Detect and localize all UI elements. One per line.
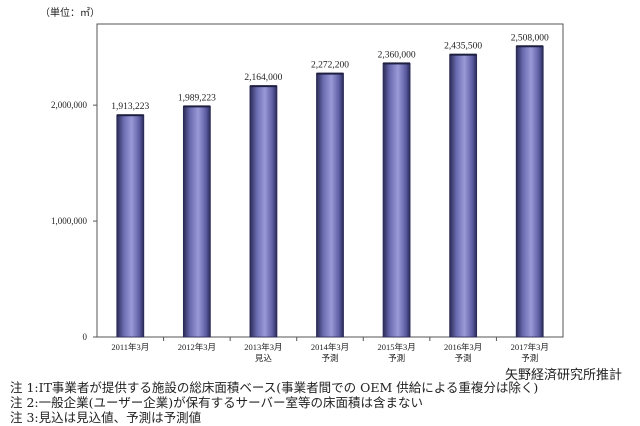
bar-top — [516, 45, 544, 48]
x-tick-label: 見込 — [255, 353, 273, 363]
data-label: 2,360,000 — [378, 50, 416, 60]
note-2: 注 2:一般企業(ユーザー企業)が保有するサーバー室等の床面積は含まない — [10, 395, 424, 410]
bar — [515, 45, 544, 338]
data-label: 1,913,223 — [111, 102, 149, 112]
bar-top — [249, 85, 277, 88]
source-label: 矢野経済研究所推計 — [504, 368, 622, 383]
x-tick-label: 2011年3月 — [111, 342, 149, 352]
bar-top — [316, 72, 344, 75]
bar-top — [383, 62, 411, 65]
x-tick-label: 予測 — [388, 353, 405, 363]
y-tick-label: 0 — [83, 332, 88, 342]
unit-label: （単位：㎡） — [40, 6, 100, 19]
bar — [316, 73, 344, 338]
bar — [116, 114, 145, 338]
x-tick-label: 2015年3月 — [377, 342, 415, 352]
x-tick-label: 2014年3月 — [311, 342, 349, 352]
bar-top — [449, 53, 477, 56]
data-label: 1,989,223 — [178, 93, 216, 103]
y-tick-label: 2,000,000 — [51, 100, 88, 110]
x-tick-label: 予測 — [521, 353, 538, 363]
x-tick-label: 2013年3月 — [244, 342, 282, 352]
data-label: 2,272,200 — [311, 61, 349, 71]
note-3: 注 3:見込は見込値、予測は予測値 — [10, 410, 202, 425]
note-1: 注 1:IT事業者が提供する施設の総床面積ベース(事業者間での OEM 供給によ… — [10, 380, 539, 395]
bar — [249, 85, 278, 338]
x-tick-label: 2017年3月 — [511, 342, 549, 352]
x-tick-label: 予測 — [321, 353, 338, 363]
y-tick-label: 1,000,000 — [51, 216, 88, 226]
x-tick-label: 2012年3月 — [178, 342, 216, 352]
bar — [382, 63, 411, 338]
data-label: 2,508,000 — [511, 33, 549, 43]
x-tick-label: 予測 — [455, 353, 472, 363]
bar-top — [183, 105, 211, 108]
data-label: 2,164,000 — [244, 73, 282, 83]
bar-top — [116, 114, 144, 117]
x-tick-label: 2016年3月 — [444, 342, 482, 352]
bar — [182, 105, 211, 338]
data-label: 2,435,500 — [444, 42, 482, 52]
bar — [449, 54, 478, 338]
